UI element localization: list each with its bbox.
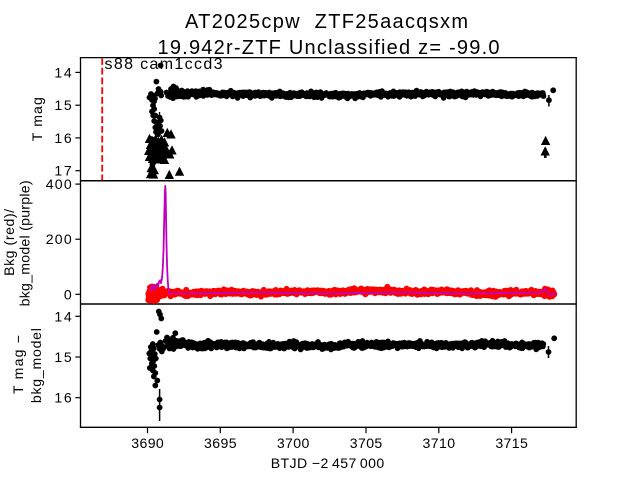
svg-text:3710: 3710 [423, 435, 456, 451]
svg-text:T mag: T mag [29, 97, 45, 141]
svg-text:14: 14 [54, 308, 72, 324]
svg-text:BTJD −2 457 000: BTJD −2 457 000 [271, 455, 385, 471]
svg-text:200: 200 [46, 231, 72, 247]
svg-text:Bkg (red)/: Bkg (red)/ [1, 209, 17, 276]
svg-text:15: 15 [54, 97, 72, 113]
svg-text:bkg_model (purple): bkg_model (purple) [16, 180, 32, 306]
svg-text:3690: 3690 [131, 435, 164, 451]
svg-text:19.942r-ZTF Unclassified z= -9: 19.942r-ZTF Unclassified z= -99.0 [158, 37, 500, 59]
svg-text:AT2025cpw ZTF25aacqsxm: AT2025cpw ZTF25aacqsxm [185, 11, 468, 33]
svg-text:0: 0 [64, 286, 72, 302]
svg-text:17: 17 [54, 163, 72, 179]
svg-text:3705: 3705 [350, 435, 383, 451]
svg-text:3695: 3695 [204, 435, 237, 451]
svg-text:16: 16 [54, 130, 72, 146]
svg-text:14: 14 [54, 64, 72, 80]
svg-text:3700: 3700 [277, 435, 310, 451]
svg-text:T mag −: T mag − [10, 335, 26, 394]
svg-text:s88 cam1ccd3: s88 cam1ccd3 [105, 56, 223, 73]
svg-text:bkg_model: bkg_model [28, 328, 44, 403]
svg-text:15: 15 [54, 349, 72, 365]
svg-text:3715: 3715 [495, 435, 528, 451]
svg-text:16: 16 [54, 390, 72, 406]
svg-text:400: 400 [46, 176, 72, 192]
